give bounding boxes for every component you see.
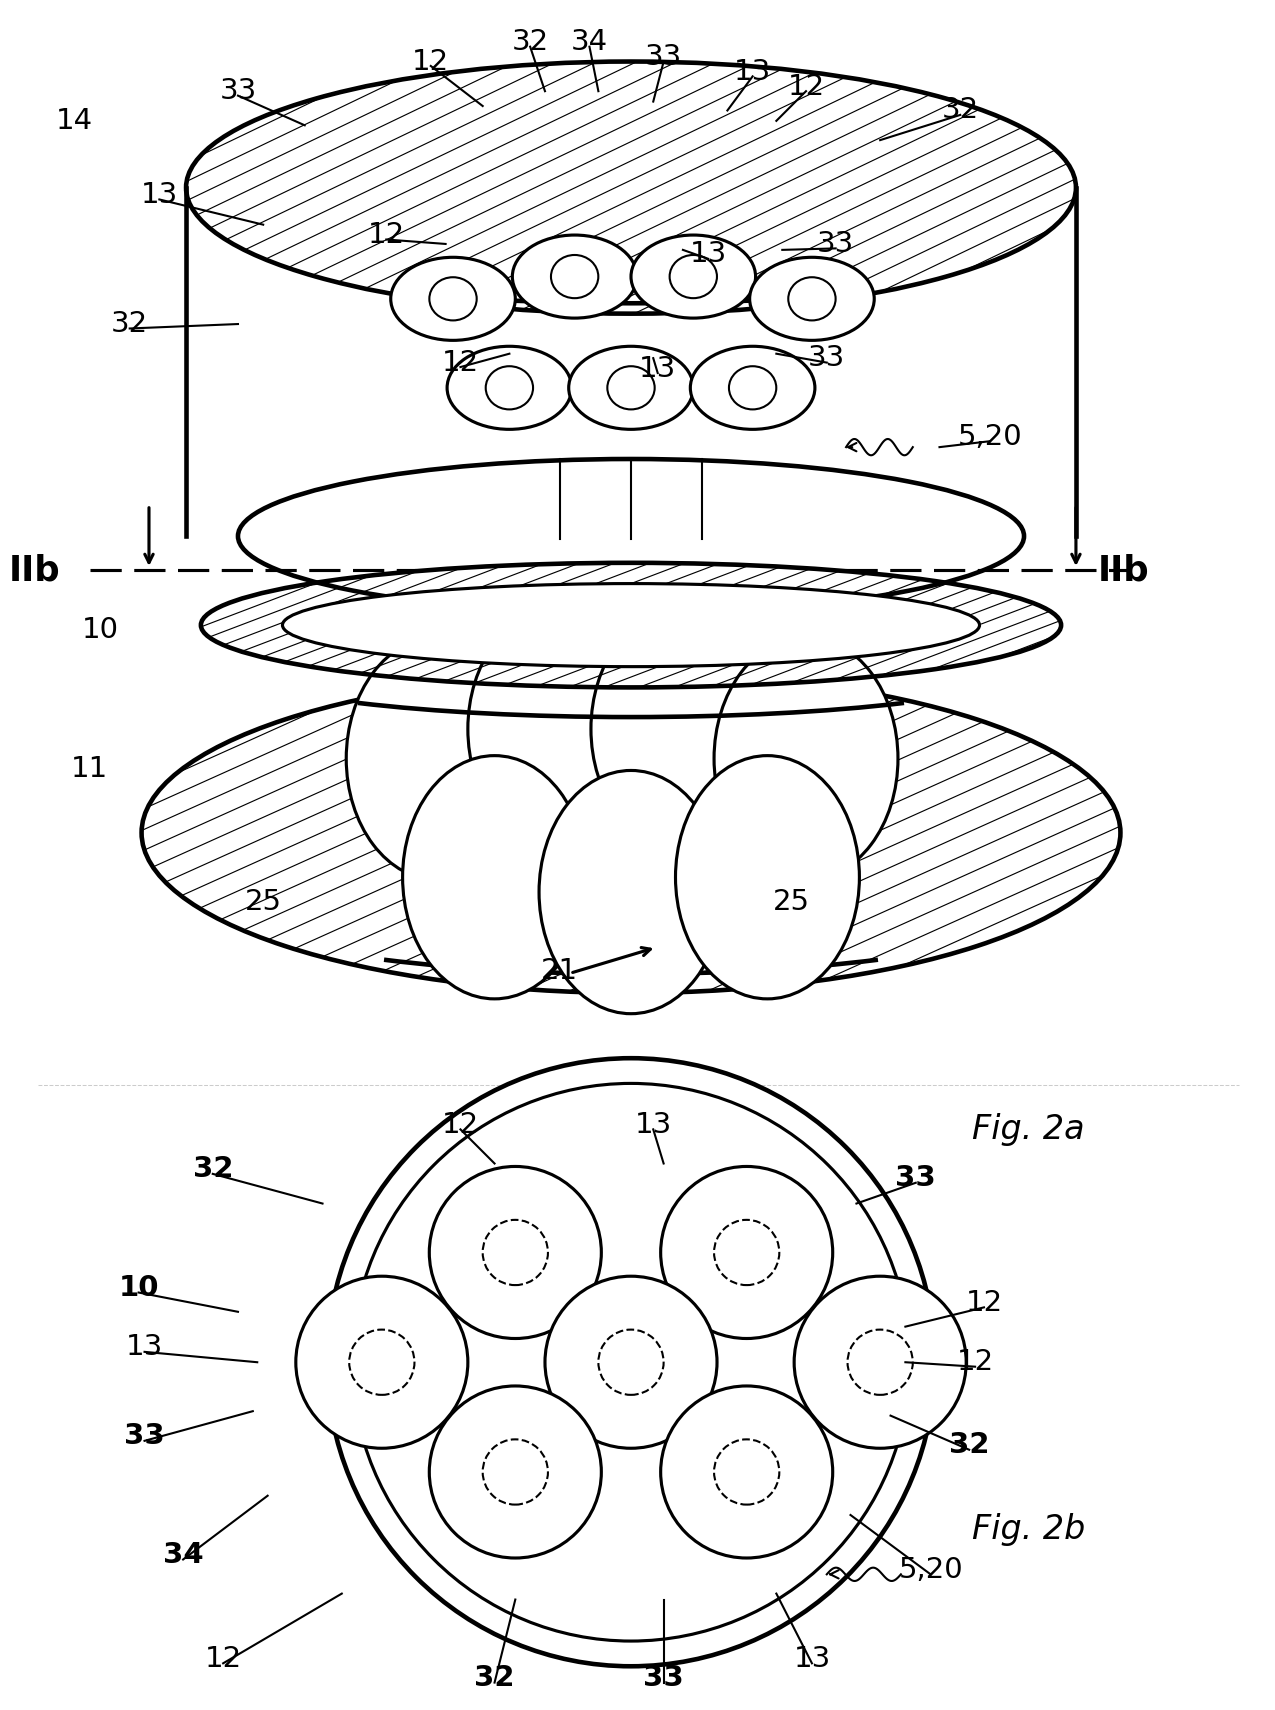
Text: 32: 32 <box>949 1431 989 1459</box>
Ellipse shape <box>448 347 571 429</box>
Text: 32: 32 <box>193 1156 233 1183</box>
Ellipse shape <box>468 607 652 850</box>
Ellipse shape <box>430 277 477 320</box>
Ellipse shape <box>788 277 835 320</box>
Ellipse shape <box>669 255 717 298</box>
Text: 34: 34 <box>163 1541 204 1570</box>
Text: 25: 25 <box>245 889 282 917</box>
Circle shape <box>660 1387 833 1558</box>
Text: 12: 12 <box>788 74 825 101</box>
Circle shape <box>544 1276 717 1448</box>
Ellipse shape <box>569 347 694 429</box>
Text: 12: 12 <box>965 1289 1002 1317</box>
Text: Fig. 2a: Fig. 2a <box>972 1113 1085 1146</box>
Text: 34: 34 <box>571 29 608 56</box>
Ellipse shape <box>486 366 533 409</box>
Text: IIb: IIb <box>1098 554 1149 587</box>
Circle shape <box>326 1058 935 1666</box>
Text: 33: 33 <box>124 1423 164 1450</box>
Ellipse shape <box>551 255 598 298</box>
Ellipse shape <box>390 256 515 340</box>
Text: 33: 33 <box>219 77 256 106</box>
Text: 33: 33 <box>895 1165 936 1192</box>
Ellipse shape <box>729 366 776 409</box>
Text: IIb: IIb <box>9 554 61 587</box>
Text: 13: 13 <box>690 241 727 268</box>
Ellipse shape <box>590 607 775 850</box>
Text: 12: 12 <box>412 48 449 75</box>
Text: 5,20: 5,20 <box>958 422 1023 451</box>
Ellipse shape <box>403 756 586 999</box>
Circle shape <box>660 1166 833 1339</box>
Text: 21: 21 <box>542 956 579 985</box>
Text: 12: 12 <box>204 1645 242 1672</box>
Text: 12: 12 <box>442 349 479 376</box>
Text: 14: 14 <box>56 106 93 135</box>
Text: 33: 33 <box>644 1664 683 1693</box>
Ellipse shape <box>631 234 756 318</box>
Text: 12: 12 <box>442 1112 479 1139</box>
Text: 32: 32 <box>942 96 979 125</box>
Text: 13: 13 <box>635 1112 672 1139</box>
Text: 32: 32 <box>111 310 148 339</box>
Ellipse shape <box>238 458 1024 614</box>
Text: 13: 13 <box>639 354 676 383</box>
Text: Fig. 2b: Fig. 2b <box>972 1513 1085 1546</box>
Ellipse shape <box>750 256 875 340</box>
Ellipse shape <box>714 638 898 881</box>
Text: 33: 33 <box>645 43 682 72</box>
Circle shape <box>794 1276 966 1448</box>
Text: 13: 13 <box>140 181 178 209</box>
Text: 12: 12 <box>956 1347 993 1377</box>
Ellipse shape <box>513 234 638 318</box>
Ellipse shape <box>676 756 859 999</box>
Text: 12: 12 <box>367 221 405 250</box>
Text: 13: 13 <box>793 1645 830 1672</box>
Circle shape <box>296 1276 468 1448</box>
Circle shape <box>430 1387 602 1558</box>
Text: 32: 32 <box>474 1664 515 1693</box>
Ellipse shape <box>539 771 723 1014</box>
Text: 10: 10 <box>119 1274 159 1301</box>
Text: 33: 33 <box>808 344 845 373</box>
Text: 11: 11 <box>71 756 108 783</box>
Ellipse shape <box>607 366 654 409</box>
Text: 32: 32 <box>511 29 548 56</box>
Text: 13: 13 <box>734 58 771 86</box>
Text: 25: 25 <box>773 889 810 917</box>
Ellipse shape <box>283 583 979 667</box>
Text: 13: 13 <box>126 1334 163 1361</box>
Text: 33: 33 <box>817 229 854 258</box>
Text: 10: 10 <box>82 616 119 643</box>
Ellipse shape <box>690 347 815 429</box>
Circle shape <box>430 1166 602 1339</box>
Text: 5,20: 5,20 <box>899 1556 963 1583</box>
Ellipse shape <box>347 638 530 881</box>
Circle shape <box>352 1084 910 1642</box>
